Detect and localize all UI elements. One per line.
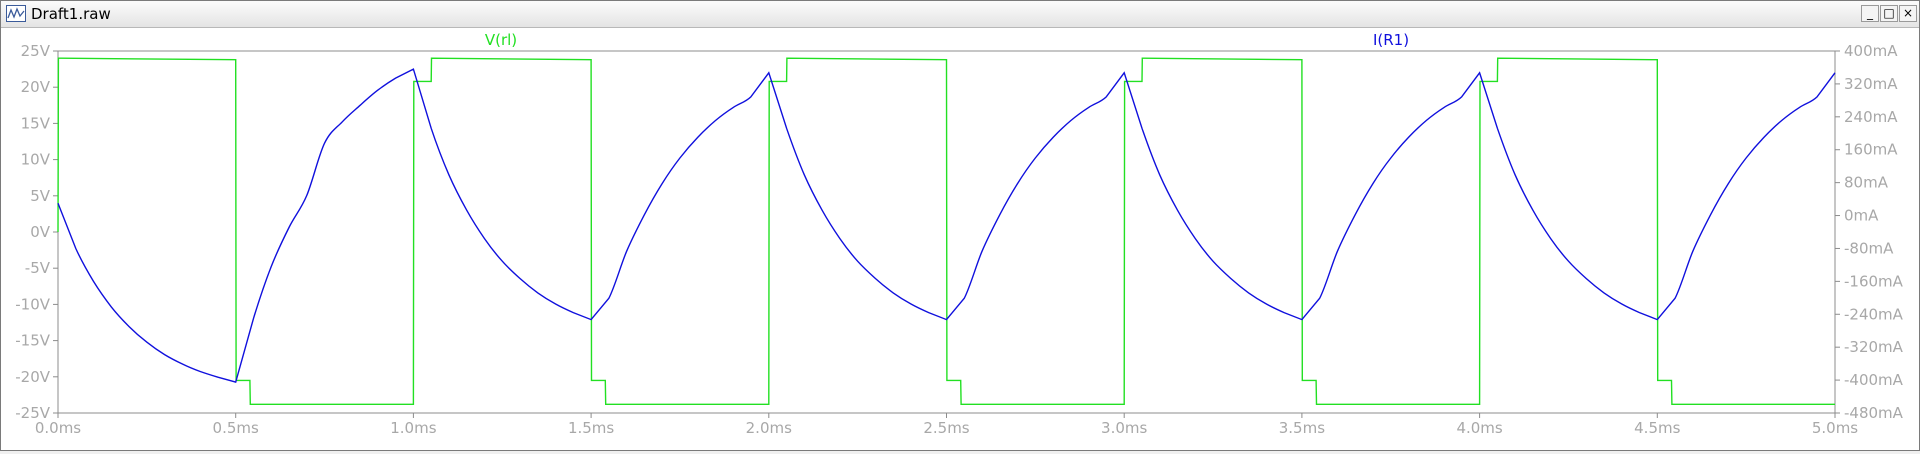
x-tick-label: 0.0ms <box>35 419 81 437</box>
maximize-button[interactable]: □ <box>1880 5 1898 22</box>
x-tick-label: 4.0ms <box>1456 419 1502 437</box>
series-line-voltage <box>57 57 1835 405</box>
series-line-current <box>57 68 1836 383</box>
waveform-app-icon <box>6 5 26 22</box>
y-right-tick-label: -400mA <box>1844 371 1904 389</box>
series-label-1: I(R1) <box>1373 31 1409 49</box>
y-left-tick-label: 25V <box>21 42 51 60</box>
x-tick-label: 5.0ms <box>1812 419 1858 437</box>
close-button[interactable]: × <box>1899 5 1917 22</box>
y-right-tick-label: 400mA <box>1844 42 1898 60</box>
y-right-tick-label: 0mA <box>1844 207 1879 225</box>
y-right-tick-label: 240mA <box>1844 108 1898 126</box>
y-left-tick-label: -5V <box>25 259 51 277</box>
minimize-button[interactable]: _ <box>1861 5 1879 22</box>
title-bar[interactable]: Draft1.raw _ □ × <box>1 1 1919 28</box>
x-tick-label: 4.5ms <box>1634 419 1680 437</box>
y-left-tick-label: 5V <box>30 187 51 205</box>
y-right-tick-label: 320mA <box>1844 75 1898 93</box>
y-left-tick-label: 15V <box>21 114 51 132</box>
y-left-tick-label: 10V <box>21 151 51 169</box>
y-left-tick-label: -20V <box>15 368 50 386</box>
x-tick-label: 2.5ms <box>923 419 969 437</box>
y-right-tick-label: -80mA <box>1844 239 1894 257</box>
window-title: Draft1.raw <box>31 5 111 23</box>
y-right-tick-label: 160mA <box>1844 141 1898 159</box>
series-label-0: V(rl) <box>485 31 517 49</box>
y-left-tick-label: -10V <box>15 295 50 313</box>
y-left-tick-label: -25V <box>15 404 50 422</box>
plot-area[interactable]: 0.0ms 0.5ms 1.0ms 1.5ms 2.0ms 2.5ms 3.0ms 3.5ms… <box>1 28 1919 450</box>
x-tick-label: 3.5ms <box>1279 419 1325 437</box>
x-tick-label: 1.5ms <box>568 419 614 437</box>
y-left-tick-label: -15V <box>15 332 50 350</box>
y-right-tick-label: -160mA <box>1844 272 1904 290</box>
y-right-tick-label: -480mA <box>1844 404 1904 422</box>
y-left-tick-label: 0V <box>30 223 51 241</box>
waveform-plot[interactable]: 0.0ms 0.5ms 1.0ms 1.5ms 2.0ms 2.5ms 3.0ms 3.5ms… <box>1 28 1919 450</box>
y-right-tick-label: 80mA <box>1844 174 1889 192</box>
y-right-tick-label: -320mA <box>1844 338 1904 356</box>
x-tick-label: 0.5ms <box>213 419 259 437</box>
minimize-icon: _ <box>1867 6 1873 20</box>
x-tick-label: 2.0ms <box>746 419 792 437</box>
maximize-icon: □ <box>1883 6 1895 20</box>
x-tick-label: 1.0ms <box>390 419 436 437</box>
close-icon: × <box>1902 6 1914 20</box>
y-left-tick-label: 20V <box>21 78 51 96</box>
x-tick-label: 3.0ms <box>1101 419 1147 437</box>
y-right-tick-label: -240mA <box>1844 305 1904 323</box>
